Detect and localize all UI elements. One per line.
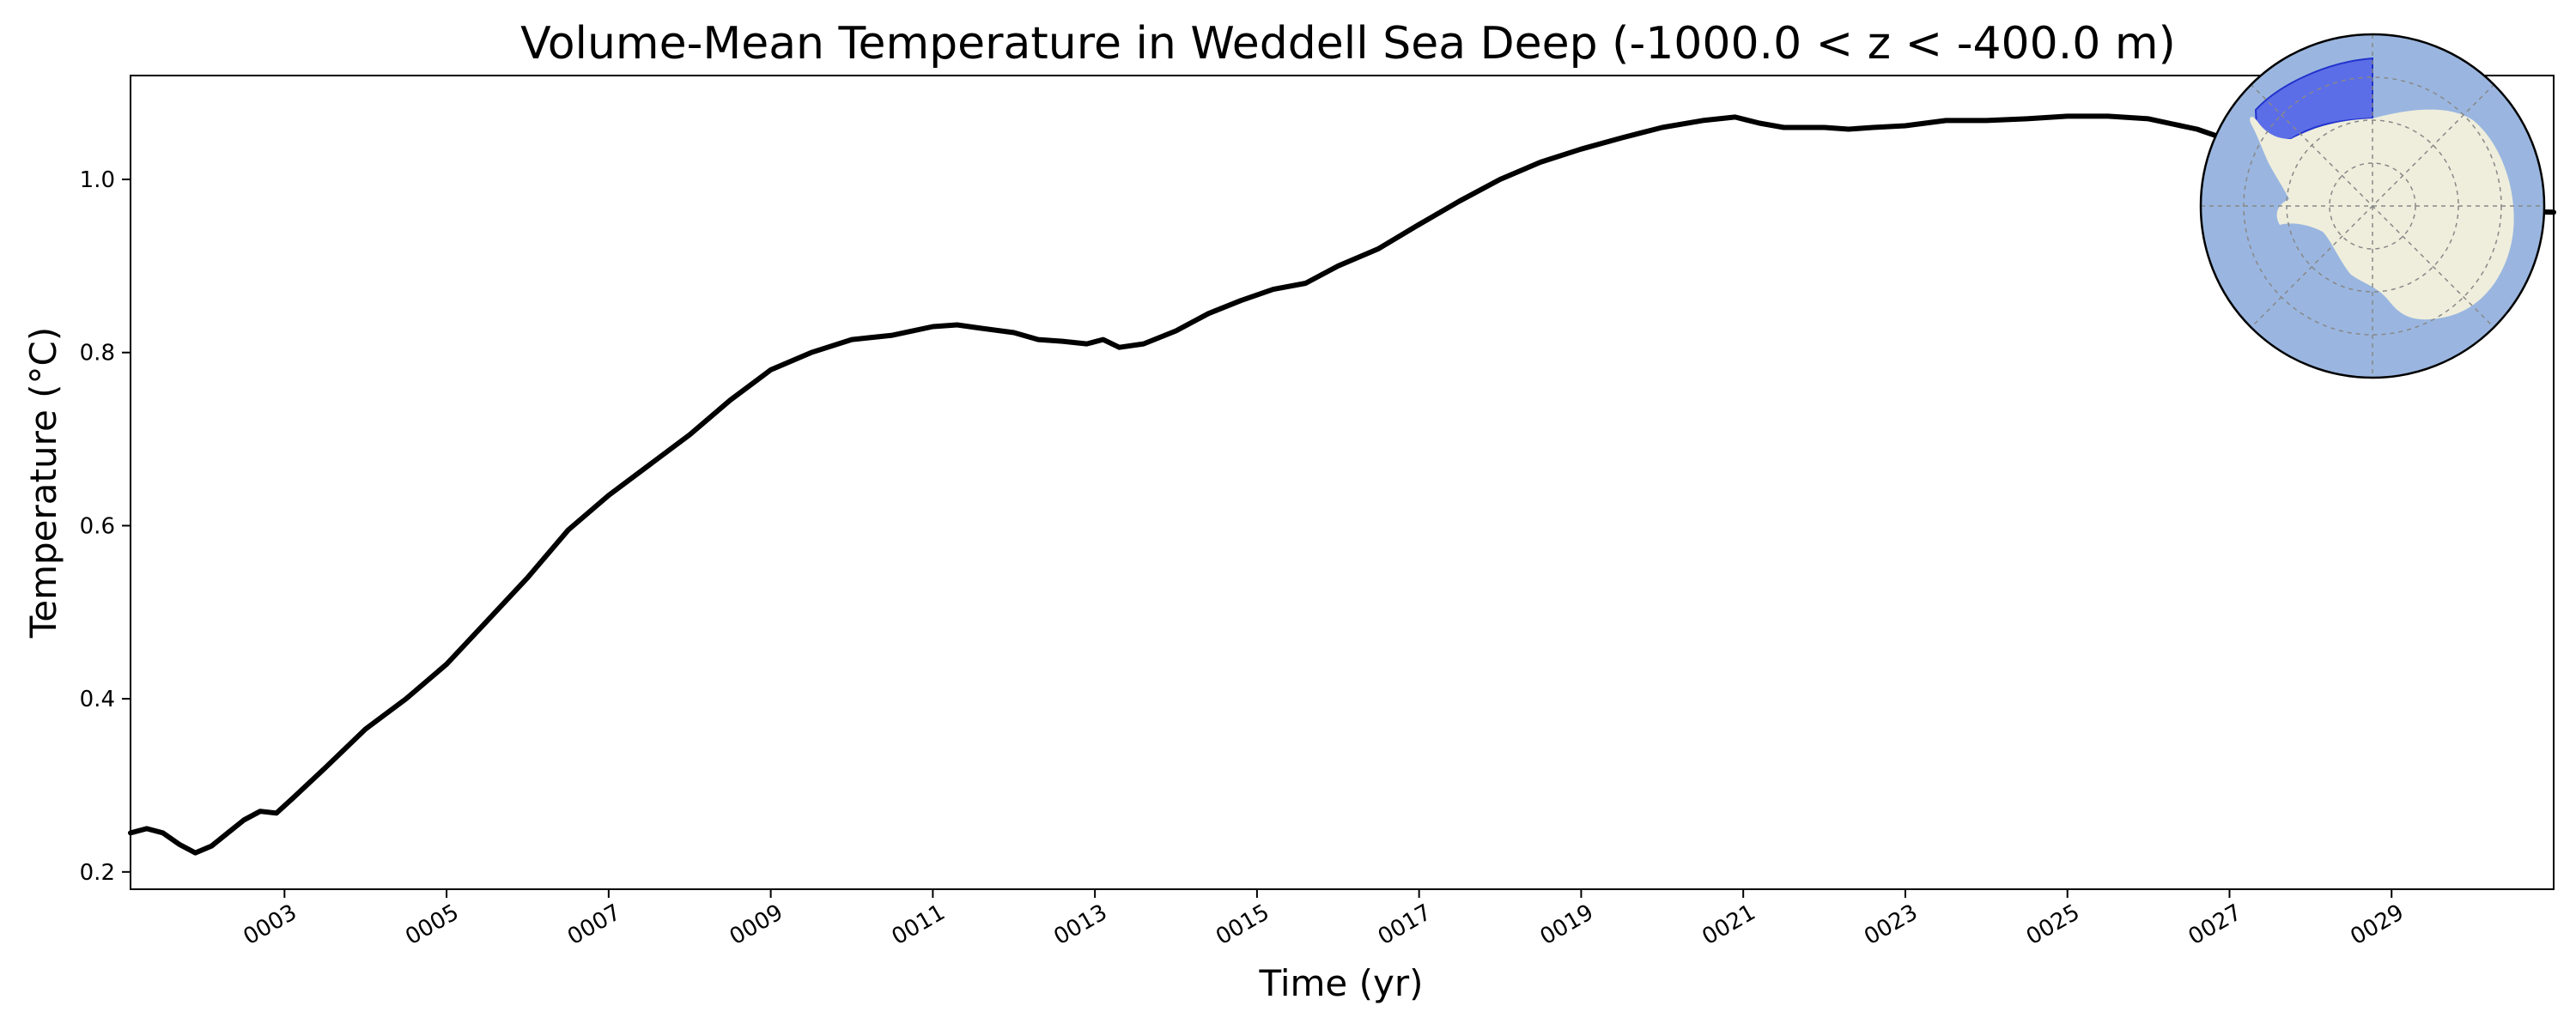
map-boundary — [2199, 33, 2546, 379]
y-axis-ticks: 0.2 0.4 0.6 0.8 1.0 — [80, 167, 131, 886]
y-tick-label: 0.2 — [80, 860, 115, 886]
y-tick-label: 0.6 — [80, 513, 115, 539]
x-tick-label: 0025 — [2022, 900, 2084, 950]
x-tick-label: 0009 — [726, 900, 787, 950]
y-tick-label: 1.0 — [80, 167, 115, 193]
temperature-series-line — [128, 113, 2556, 856]
x-axis-ticks: 0003 0005 0007 0009 0011 0013 0015 0017 0019 0021… — [240, 889, 2409, 950]
x-tick-label: 0011 — [888, 900, 950, 950]
x-tick-label: 0013 — [1049, 900, 1111, 950]
y-tick-label: 0.4 — [80, 687, 115, 712]
x-tick-label: 0003 — [240, 900, 301, 950]
x-tick-label: 0021 — [1698, 900, 1759, 950]
x-tick-label: 0029 — [2346, 900, 2408, 950]
x-axis-label: Time (yr) — [1258, 962, 1423, 1004]
y-tick-label: 0.8 — [80, 341, 115, 367]
x-tick-label: 0027 — [2184, 900, 2246, 950]
antarctica-landmass — [2250, 109, 2514, 320]
chart-title: Volume-Mean Temperature in Weddell Sea D… — [520, 18, 2176, 70]
x-tick-label: 0019 — [1536, 900, 1598, 950]
x-tick-label: 0023 — [1860, 900, 1922, 950]
x-tick-label: 0007 — [563, 900, 625, 950]
map-graticule — [2201, 34, 2544, 378]
y-axis-label: Temperature (°C) — [22, 327, 64, 639]
inset-map-antarctica — [2199, 33, 2546, 379]
x-tick-label: 0005 — [401, 900, 463, 950]
plot-area — [130, 75, 2555, 890]
x-tick-label: 0015 — [1212, 900, 1273, 950]
x-tick-label: 0017 — [1374, 900, 1436, 950]
